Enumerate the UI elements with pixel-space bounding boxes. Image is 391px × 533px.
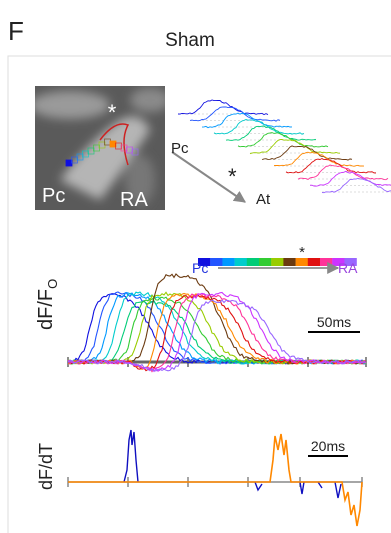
colorbar-cell — [308, 258, 320, 266]
pixel — [66, 160, 72, 166]
lower-scale-label: 20ms — [311, 438, 345, 454]
colorbar-cell — [247, 258, 259, 266]
image-label-ra: RA — [120, 189, 148, 211]
upper-scale-label: 50ms — [317, 314, 351, 330]
stack-label-at: At — [256, 191, 271, 208]
image-star: * — [108, 100, 117, 125]
stack-star: * — [228, 164, 237, 189]
stack-trace — [322, 178, 391, 192]
image-label-pc: Pc — [42, 185, 65, 207]
colorbar — [198, 258, 357, 266]
colorbar-label-ra: RA — [338, 260, 358, 276]
colorbar-cell — [235, 258, 247, 266]
upper-ylabel-sub: O — [45, 279, 60, 289]
panel-title: Sham — [165, 30, 215, 51]
colorbar-star: * — [299, 244, 305, 261]
pixel — [110, 141, 116, 147]
panel-label: F — [8, 16, 24, 46]
colorbar-cell — [222, 258, 234, 266]
lower-blue — [124, 430, 341, 498]
colorbar-cell — [320, 258, 332, 266]
stack-label-pc: Pc — [171, 140, 189, 157]
colorbar-cell — [271, 258, 283, 266]
upper-ylabel-main: dF/F — [35, 289, 57, 330]
colorbar-cell — [259, 258, 271, 266]
figure: F Sham * Pc RA Pc At * * Pc RA dF/FO 50m… — [0, 0, 391, 533]
colorbar-cell — [210, 258, 222, 266]
lower-ylabel: dF/dT — [36, 443, 56, 490]
upper-ylabel: dF/FO — [35, 279, 60, 330]
colorbar-label-pc: Pc — [192, 260, 208, 276]
colorbar-cell — [283, 258, 295, 266]
